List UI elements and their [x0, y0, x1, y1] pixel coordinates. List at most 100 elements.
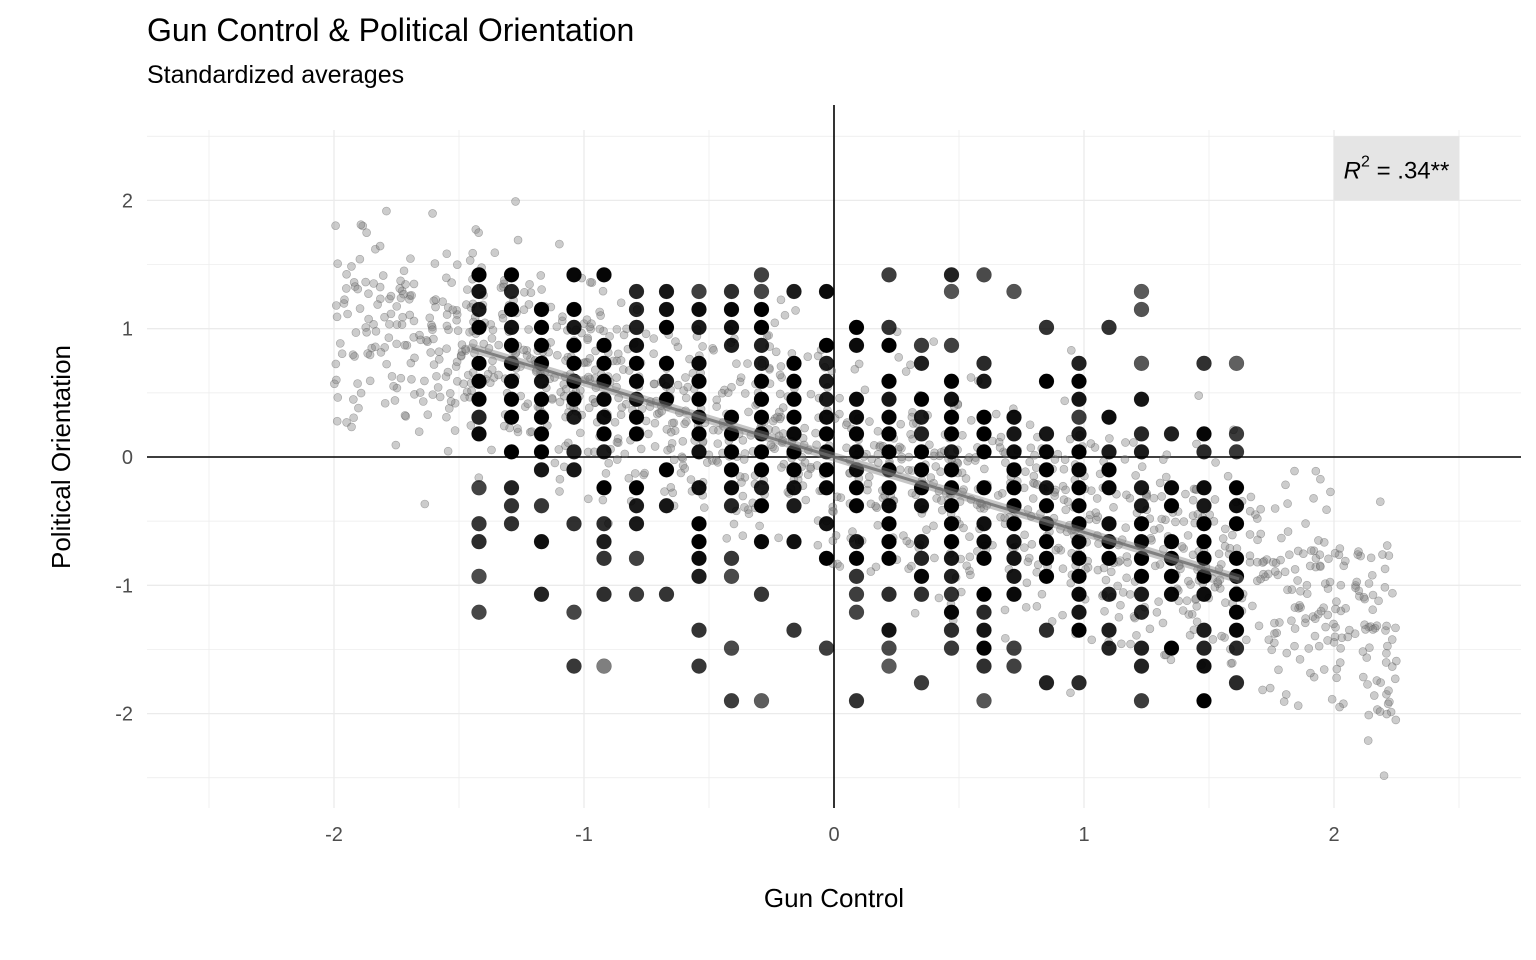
aggregate-point [848, 550, 865, 567]
jitter-point [996, 432, 1006, 442]
jitter-point [873, 520, 883, 530]
jitter-point [680, 419, 689, 429]
jitter-point [446, 397, 456, 406]
jitter-point [390, 396, 400, 405]
aggregate-point [1228, 515, 1245, 532]
jitter-point [1145, 624, 1155, 634]
aggregate-point [1196, 533, 1212, 550]
jitter-point [586, 277, 595, 287]
aggregate-point [1006, 568, 1022, 585]
jitter-point [650, 442, 660, 451]
jitter-point [1354, 547, 1363, 556]
aggregate-point [1196, 444, 1212, 460]
aggregate-point [503, 409, 520, 425]
aggregate-point [753, 444, 770, 460]
jitter-point [770, 444, 779, 454]
jitter-point [907, 488, 917, 498]
jitter-point [373, 300, 382, 309]
jitter-point [371, 244, 380, 254]
aggregate-point [1196, 498, 1212, 514]
aggregate-point [943, 604, 960, 620]
jitter-point [453, 376, 462, 386]
jitter-point [1132, 631, 1141, 640]
aggregate-point [1196, 586, 1212, 603]
jitter-point [363, 349, 372, 358]
jitter-point [813, 351, 823, 361]
aggregate-point [628, 426, 645, 442]
jitter-point [1271, 558, 1281, 568]
jitter-point [640, 468, 649, 478]
jitter-point [1336, 580, 1346, 590]
jitter-point [1109, 503, 1118, 512]
jitter-point [556, 387, 566, 397]
jitter-point [1162, 450, 1172, 460]
jitter-point [897, 454, 906, 464]
aggregate-point [1196, 550, 1212, 567]
jitter-point [406, 254, 415, 263]
jitter-point [649, 334, 659, 343]
jitter-point [1315, 561, 1325, 571]
aggregate-point [691, 515, 707, 532]
jitter-point [1226, 659, 1236, 668]
jitter-point [1316, 474, 1325, 484]
jitter-point [649, 379, 659, 389]
aggregate-point [1101, 515, 1117, 532]
aggregate-point [691, 533, 707, 550]
jitter-point [441, 372, 451, 381]
jitter-point [356, 220, 366, 229]
jitter-point [744, 407, 753, 417]
aggregate-point [976, 444, 992, 460]
aggregate-point [596, 586, 612, 603]
jitter-point [1382, 621, 1391, 631]
aggregate-point [1006, 462, 1022, 478]
jitter-point [582, 315, 592, 324]
aggregate-point [881, 658, 897, 674]
aggregate-point [503, 337, 520, 354]
jitter-point [678, 453, 688, 463]
jitter-point [1381, 626, 1390, 635]
jitter-point [1280, 567, 1290, 577]
jitter-point [496, 283, 506, 292]
aggregate-point [566, 444, 582, 460]
aggregate-point [503, 480, 520, 496]
jitter-point [732, 359, 741, 368]
jitter-point [835, 562, 845, 571]
jitter-point [444, 404, 454, 413]
jitter-point [1363, 736, 1373, 745]
aggregate-point [471, 533, 487, 550]
jitter-point [1122, 490, 1131, 500]
jitter-point [1131, 471, 1140, 480]
aggregate-point [881, 373, 897, 390]
jitter-point [771, 426, 780, 435]
jitter-point [371, 342, 380, 352]
jitter-point [1282, 648, 1292, 658]
aggregate-point [628, 373, 645, 390]
jitter-point [925, 440, 934, 450]
jitter-point [1085, 510, 1095, 520]
jitter-point [1125, 493, 1135, 503]
jitter-point [1315, 550, 1325, 560]
aggregate-point [691, 568, 707, 585]
jitter-point [601, 469, 611, 478]
aggregate-point [848, 498, 865, 514]
jitter-point [1033, 560, 1043, 569]
aggregate-point [1101, 409, 1117, 425]
jitter-point [740, 389, 750, 398]
jitter-point [1283, 585, 1292, 595]
jitter-point [712, 395, 722, 405]
aggregate-point [596, 337, 612, 354]
aggregate-point [881, 444, 897, 460]
jitter-point [869, 440, 879, 450]
jitter-point [1336, 606, 1346, 616]
aggregate-point [848, 444, 865, 460]
aggregate-point [471, 267, 487, 283]
jitter-point [833, 559, 842, 569]
jitter-point [1187, 609, 1197, 619]
aggregate-point [1006, 640, 1022, 656]
jitter-point [1090, 443, 1100, 452]
jitter-point [332, 416, 342, 426]
jitter-point [871, 562, 881, 572]
jitter-point [1272, 628, 1282, 638]
jitter-point [343, 309, 352, 319]
aggregate-point [943, 391, 960, 408]
